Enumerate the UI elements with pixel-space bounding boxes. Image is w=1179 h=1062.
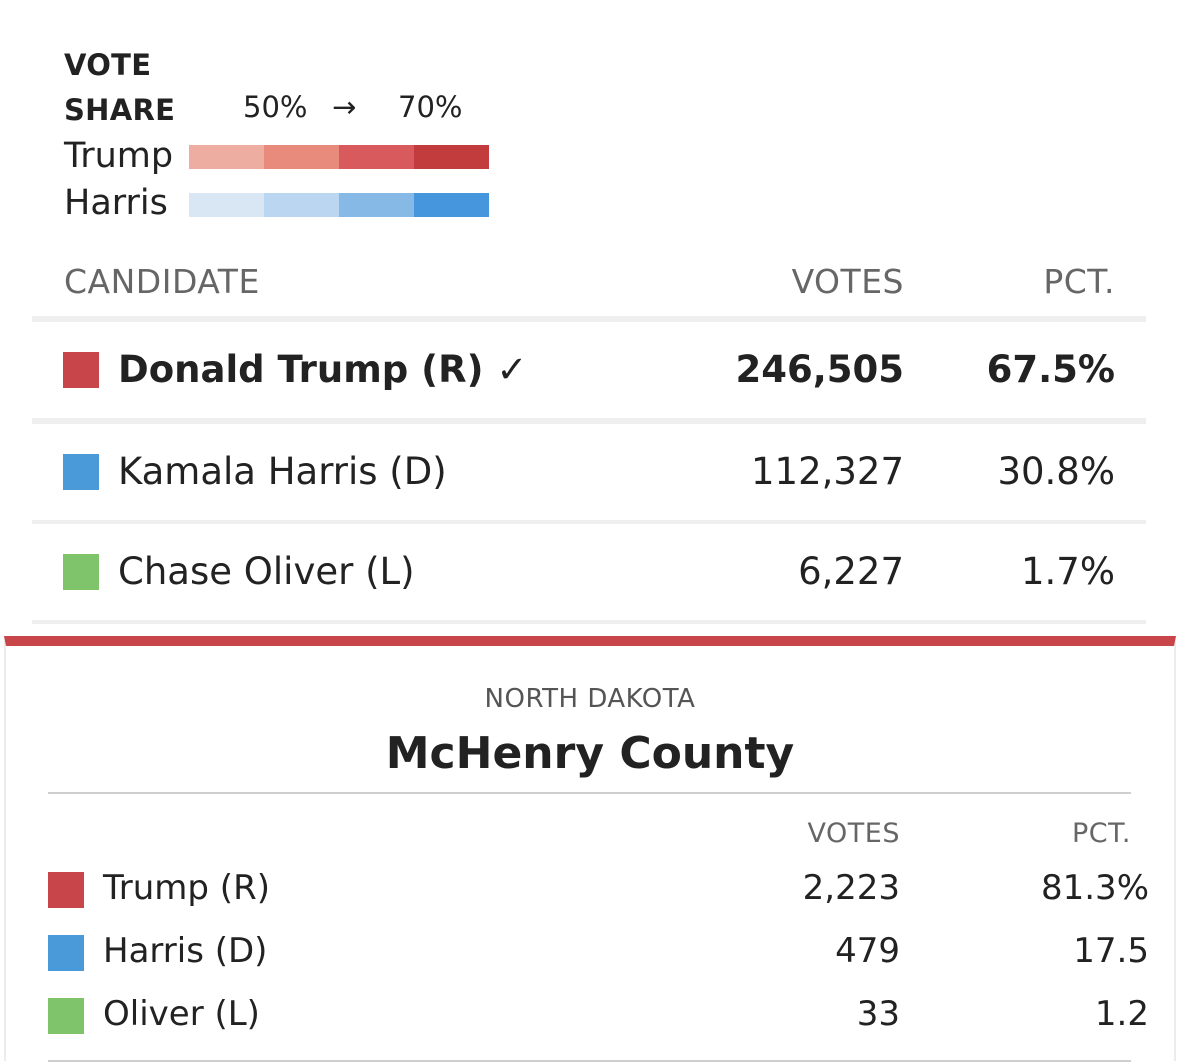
county-state-label: NORTH DAKOTA	[484, 684, 696, 714]
scale-step	[414, 193, 489, 217]
color-swatch	[48, 935, 84, 971]
color-swatch	[63, 554, 99, 590]
scale-step	[189, 193, 264, 217]
color-swatch	[48, 998, 84, 1034]
color-swatch	[63, 454, 99, 490]
legend-label-harris: Harris	[64, 183, 168, 223]
county-candidate-name: Harris (D)	[103, 931, 268, 971]
candidate-row-oliver[interactable]: Chase Oliver (L) 6,227 1.7%	[32, 524, 1146, 620]
legend-label-trump: Trump	[64, 136, 174, 176]
county-candidate-name: Oliver (L)	[103, 994, 260, 1034]
candidate-row-trump[interactable]: Donald Trump (R) ✓ 246,505 67.5%	[32, 322, 1146, 418]
state-results-panel: VOTE SHARE 50% → 70% Trump Harris CANDID…	[32, 0, 1146, 640]
candidate-votes: 6,227	[798, 550, 904, 593]
county-title: McHenry County	[385, 728, 795, 779]
candidate-name: Donald Trump (R) ✓	[118, 348, 528, 391]
scale-step	[414, 145, 489, 169]
county-header-votes: VOTES	[807, 818, 900, 849]
legend-scale-trump	[189, 145, 489, 169]
color-swatch	[48, 872, 84, 908]
legend-range-low: 50%	[243, 90, 308, 124]
county-tooltip: NORTH DAKOTA McHenry County VOTES PCT. T…	[4, 636, 1176, 1062]
scale-step	[339, 145, 414, 169]
candidate-pct: 67.5%	[986, 348, 1115, 391]
candidate-votes: 112,327	[750, 450, 904, 493]
header-votes: VOTES	[791, 262, 904, 301]
divider	[48, 792, 1131, 794]
legend-scale-harris	[189, 193, 489, 217]
county-candidate-votes: 479	[835, 931, 900, 971]
scale-step	[264, 193, 339, 217]
header-candidate: CANDIDATE	[64, 262, 260, 301]
scale-step	[339, 193, 414, 217]
county-candidate-name: Trump (R)	[103, 868, 270, 908]
scale-step	[189, 145, 264, 169]
color-swatch	[63, 352, 99, 388]
header-pct: PCT.	[1043, 262, 1115, 301]
vote-share-legend: VOTE SHARE 50% → 70% Trump Harris CANDID…	[32, 0, 1146, 316]
candidate-name: Kamala Harris (D)	[118, 450, 447, 493]
scale-step	[264, 145, 339, 169]
county-row-oliver: Oliver (L) 33 1.2	[6, 990, 1174, 1046]
legend-title-line2: SHARE	[64, 93, 176, 127]
county-header-pct: PCT.	[1071, 818, 1131, 849]
county-candidate-pct: 81.3%	[1040, 868, 1149, 908]
candidate-pct: 1.7%	[1021, 550, 1115, 593]
legend-range-high: 70%	[398, 90, 463, 124]
candidate-row-harris[interactable]: Kamala Harris (D) 112,327 30.8%	[32, 424, 1146, 520]
county-candidate-votes: 2,223	[802, 868, 900, 908]
candidate-pct: 30.8%	[997, 450, 1115, 493]
county-candidate-pct: 17.5	[1073, 931, 1149, 971]
county-candidate-pct: 1.2	[1094, 994, 1149, 1034]
candidate-votes: 246,505	[735, 348, 904, 391]
candidate-name: Chase Oliver (L)	[118, 550, 415, 593]
arrow-right-icon: →	[332, 90, 357, 124]
county-row-harris: Harris (D) 479 17.5	[6, 927, 1174, 983]
county-candidate-votes: 33	[856, 994, 900, 1034]
legend-title-line1: VOTE	[64, 48, 152, 82]
county-row-trump: Trump (R) 2,223 81.3%	[6, 864, 1174, 920]
